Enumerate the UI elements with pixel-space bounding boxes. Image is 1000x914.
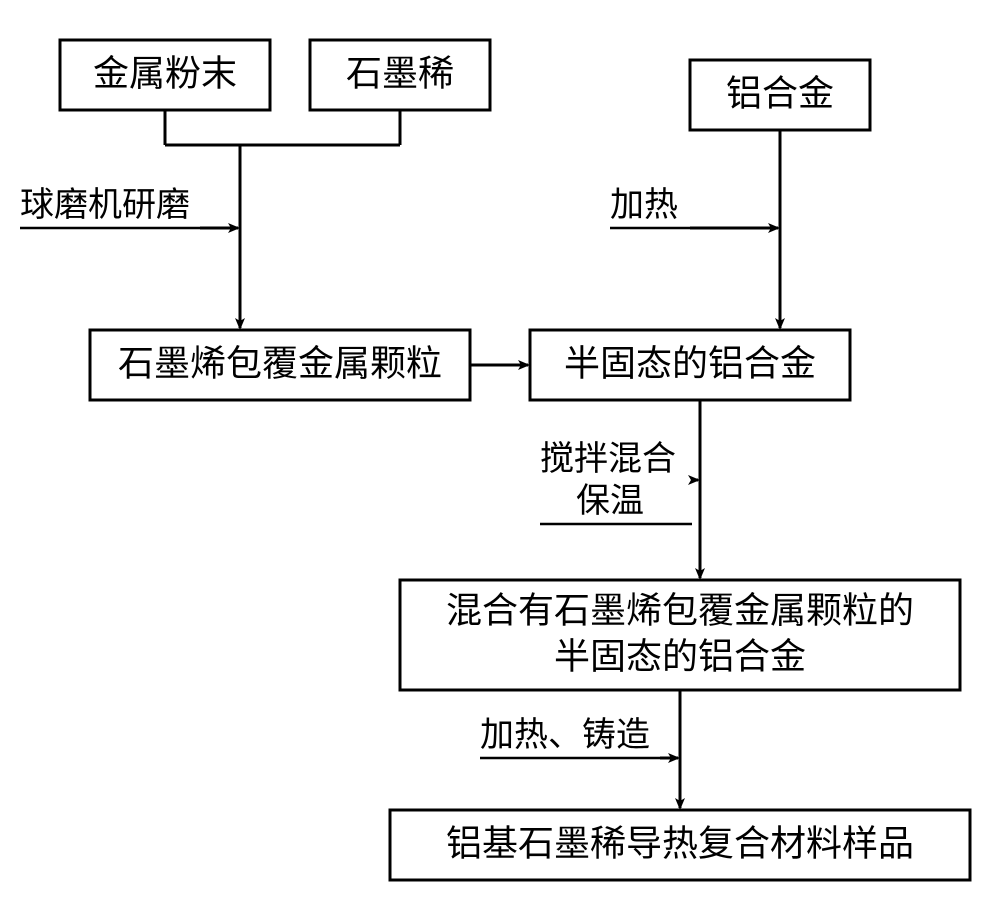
node-metal-powder-label: 金属粉末 — [93, 53, 237, 93]
node-sample: 铝基石墨稀导热复合材料样品 — [390, 810, 970, 880]
edge-label-ball-mill: 球磨机研磨 — [20, 186, 238, 228]
node-graphene-label: 石墨稀 — [346, 53, 454, 93]
edge-label-stir: 搅拌混合 保温 — [540, 440, 698, 524]
node-mixed-line1: 混合有石墨烯包覆金属颗粒的 — [446, 590, 914, 630]
label-stir-line2: 保温 — [576, 483, 644, 520]
node-al-alloy-label: 铝合金 — [726, 73, 834, 113]
edge-label-heat1: 加热 — [610, 186, 778, 228]
node-mixed-line2: 半固态的铝合金 — [554, 636, 806, 676]
node-semi-solid: 半固态的铝合金 — [530, 330, 850, 400]
node-coated-particles-label: 石墨烯包覆金属颗粒 — [118, 343, 442, 383]
node-semi-solid-label: 半固态的铝合金 — [564, 343, 816, 383]
node-metal-powder: 金属粉末 — [60, 40, 270, 110]
node-sample-label: 铝基石墨稀导热复合材料样品 — [446, 823, 914, 863]
label-stir-line1: 搅拌混合 — [540, 440, 676, 478]
edge-label-heat-cast: 加热、铸造 — [480, 716, 678, 758]
node-graphene: 石墨稀 — [310, 40, 490, 110]
node-mixed: 混合有石墨烯包覆金属颗粒的 半固态的铝合金 — [400, 580, 960, 690]
label-ball-mill: 球磨机研磨 — [20, 186, 190, 224]
label-heat1: 加热 — [610, 186, 678, 224]
label-heat-cast: 加热、铸造 — [480, 716, 650, 754]
flowchart: 金属粉末 石墨稀 铝合金 石墨烯包覆金属颗粒 半固态的铝合金 混合有石墨烯包覆金… — [0, 0, 1000, 914]
edge-powder-graphene-merge — [165, 110, 400, 328]
node-al-alloy: 铝合金 — [690, 60, 870, 130]
node-coated-particles: 石墨烯包覆金属颗粒 — [90, 330, 470, 400]
